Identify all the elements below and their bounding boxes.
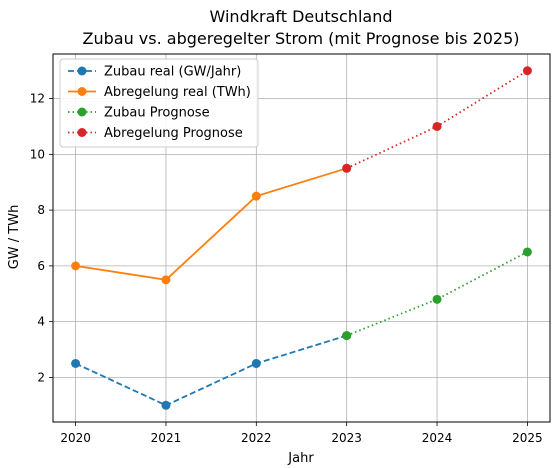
legend: Zubau real (GW/Jahr) Abregelung real (TWh…	[59, 58, 259, 148]
series-line-1	[75, 334, 347, 407]
series-4-point	[342, 163, 352, 173]
y-tick-label: 12	[30, 92, 45, 106]
y-tick-label: 4	[37, 315, 45, 329]
series-3-point	[432, 294, 442, 304]
x-axis-label: Jahr	[287, 451, 314, 466]
series-1-point	[71, 358, 81, 368]
x-tick-label: 2022	[241, 431, 272, 445]
legend-label-4: Abregelung Prognose	[104, 126, 243, 141]
y-tick-label: 8	[37, 203, 45, 217]
legend-marker-1	[77, 66, 87, 76]
chart-subtitle: Zubau vs. abgeregelter Strom (mit Progno…	[83, 29, 520, 48]
legend-box	[59, 58, 259, 148]
series-3-point	[342, 331, 352, 341]
series-line-2	[75, 167, 347, 281]
legend-label-3: Zubau Prognose	[104, 106, 210, 121]
x-tick-label: 2020	[60, 431, 91, 445]
chart-title: Windkraft Deutschland	[210, 7, 393, 26]
plot-series	[71, 66, 532, 410]
series-3-point	[522, 247, 532, 257]
series-1-point	[251, 358, 261, 368]
y-axis-label: GW / TWh	[7, 205, 22, 270]
legend-label-1: Zubau real (GW/Jahr)	[104, 65, 241, 80]
series-4-point	[432, 121, 442, 131]
y-tick-label: 6	[37, 259, 45, 273]
x-tick-label: 2024	[422, 431, 453, 445]
x-tick-label: 2023	[331, 431, 362, 445]
series-1-point	[161, 400, 171, 410]
x-tick-label: 2021	[151, 431, 182, 445]
plot-frame	[52, 53, 551, 423]
x-tick-label: 2025	[512, 431, 543, 445]
series-line-3	[346, 251, 528, 337]
series-2-point	[251, 191, 261, 201]
legend-marker-3	[77, 107, 87, 117]
y-tick-label: 2	[37, 370, 45, 384]
series-2-point	[71, 261, 81, 271]
series-4-point	[522, 66, 532, 76]
axis-ticks: 2020 2021 2022 2023 2024 2025 2 4 6 8 10 12	[30, 92, 543, 445]
legend-marker-4	[77, 128, 87, 137]
legend-label-2: Abregelung real (TWh)	[104, 85, 251, 100]
series-2-point	[161, 275, 171, 285]
y-tick-label: 10	[30, 147, 45, 161]
legend-marker-2	[77, 87, 87, 96]
